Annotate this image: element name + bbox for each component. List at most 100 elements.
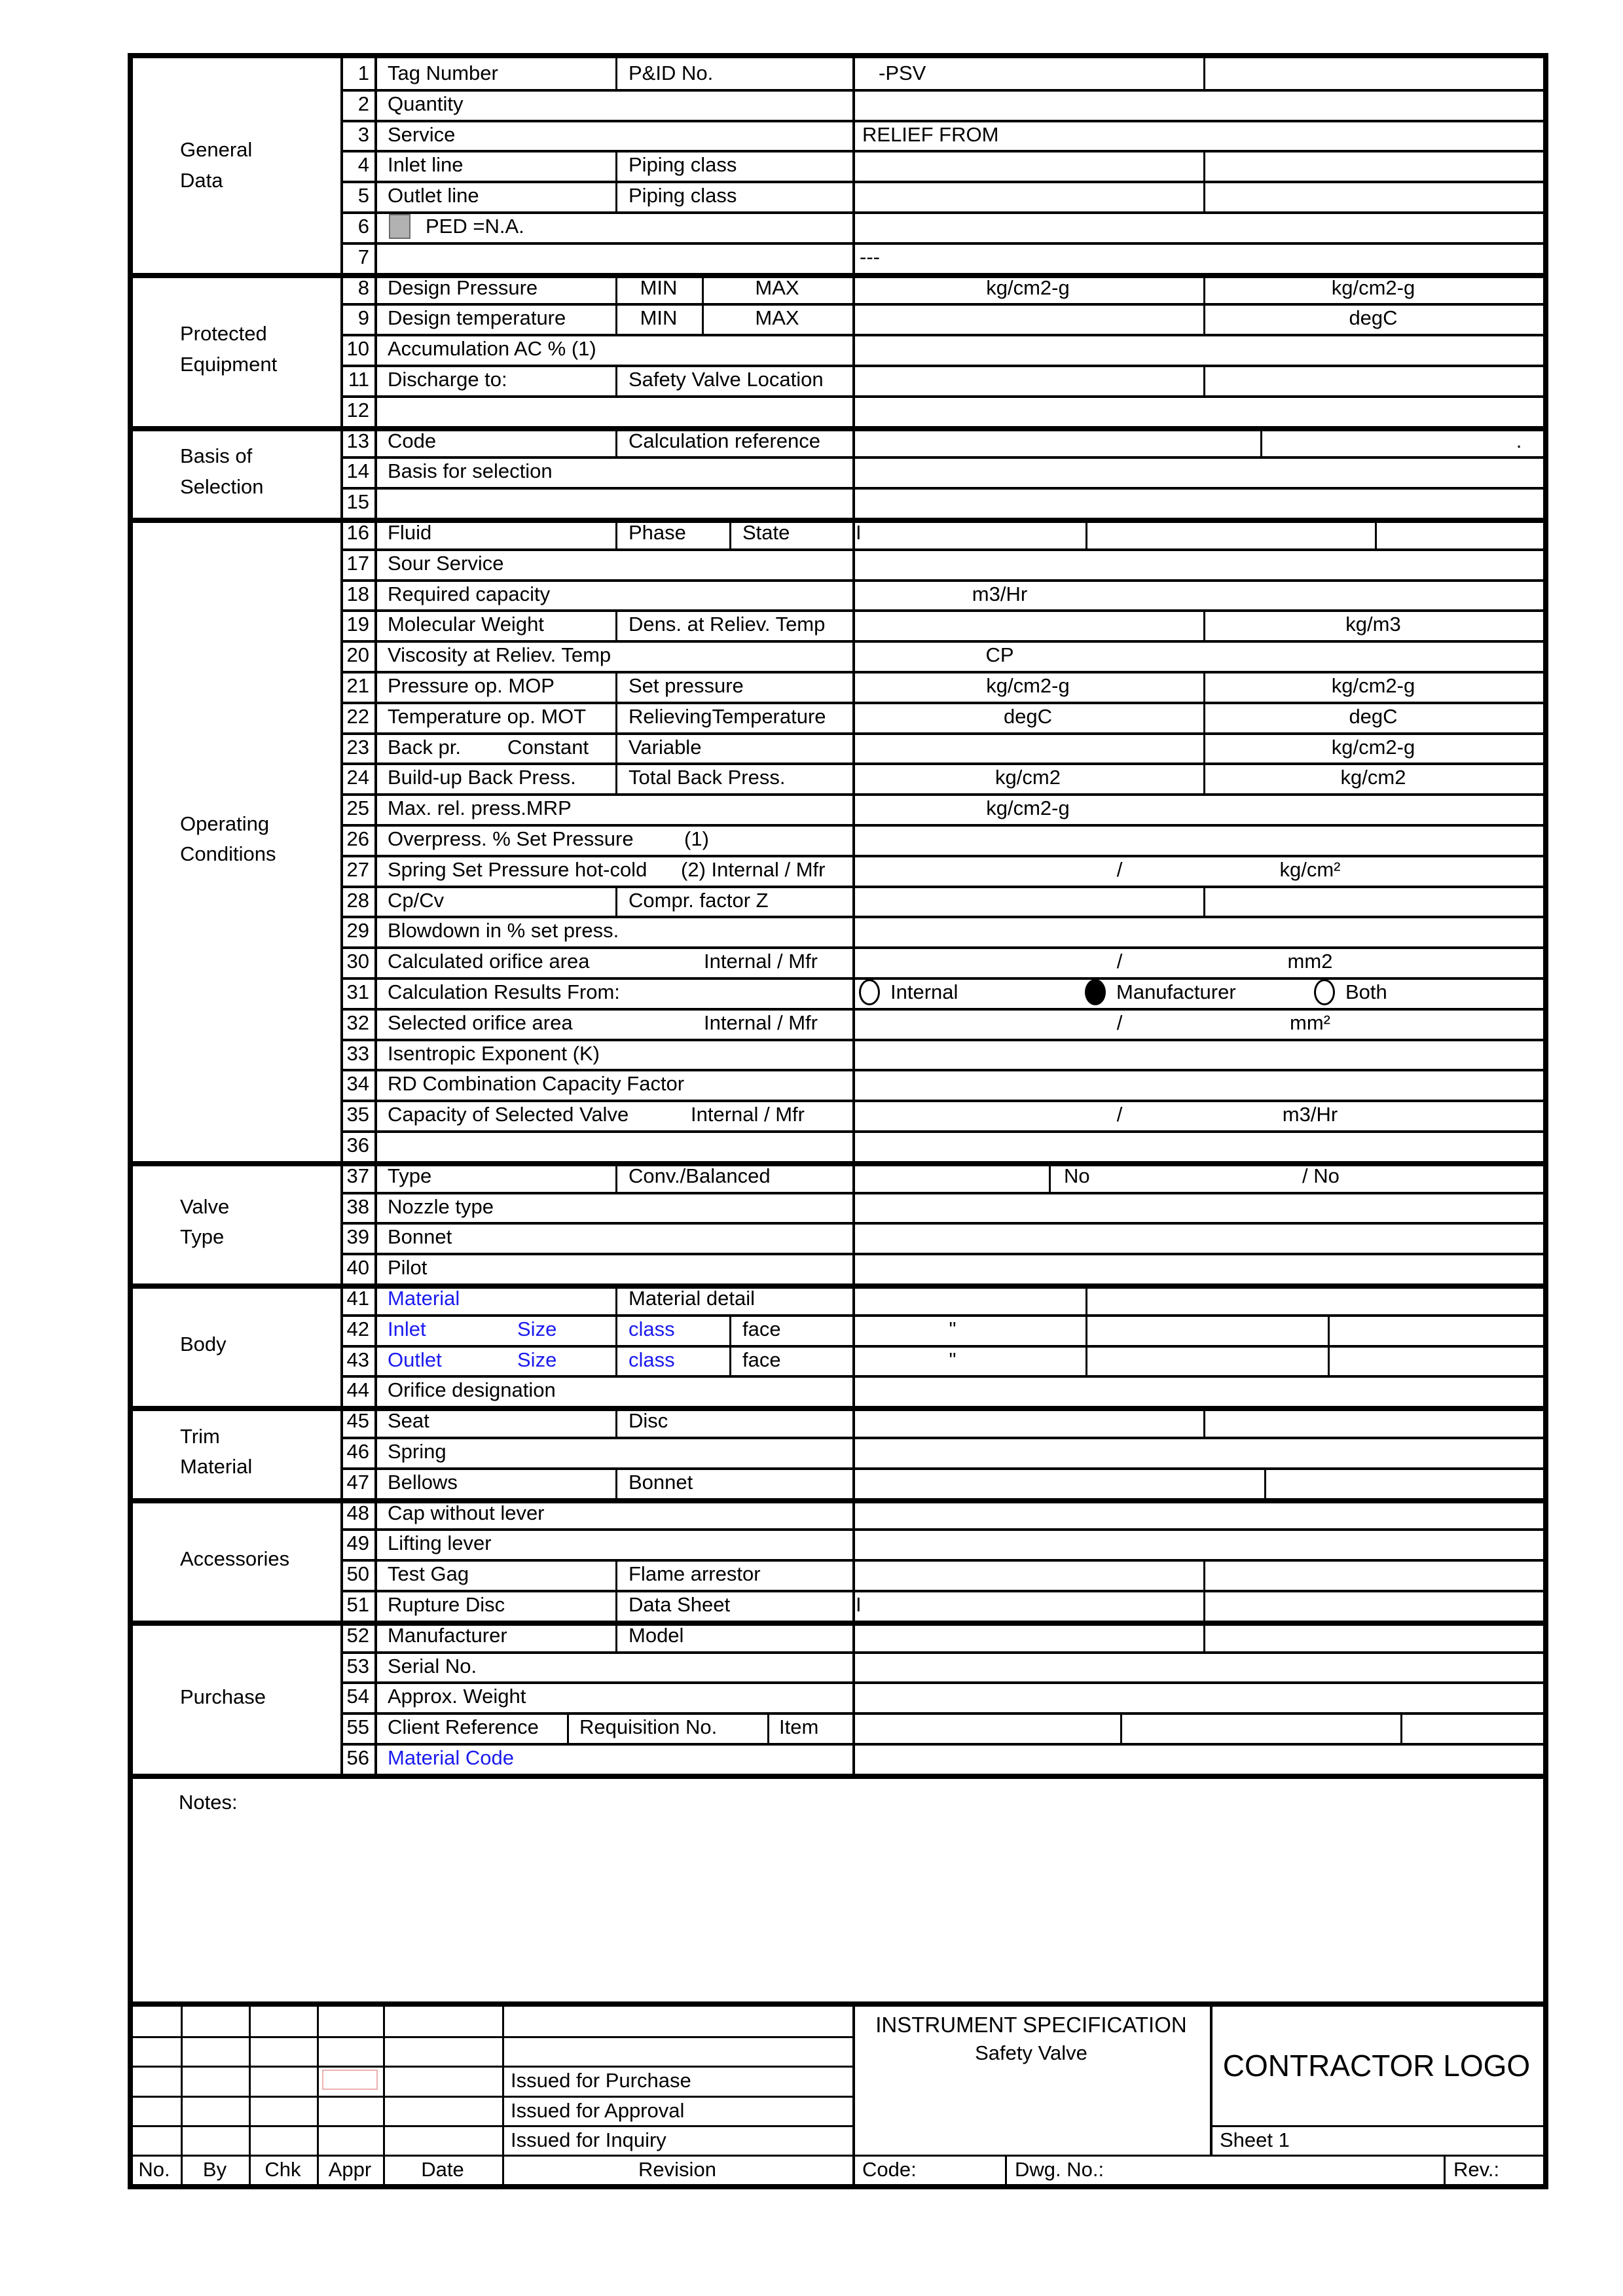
cell-divider [729,518,731,548]
radio-label-both: Both [1345,980,1387,1003]
row-line [340,548,1543,551]
field-label: Molecular Weight [388,613,544,636]
section-break-line [128,1620,1543,1626]
field-label: Overpress. % Set Pressure [388,827,634,850]
row-number: 53 [346,1654,369,1677]
field-value: / [1116,950,1123,973]
field-label: Basis for selection [388,459,553,483]
cell-divider [1203,1620,1205,1651]
row-line [340,793,1543,797]
section-label-protected-equipment: Protected Equipment [180,322,278,376]
cell-divider [1264,1467,1266,1498]
section-label-operating-conditions: Operating Conditions [180,812,276,866]
row-line [340,1375,1543,1378]
row-line [340,671,1543,673]
cell-divider [702,303,704,334]
field-label: Bonnet [388,1225,452,1249]
row-number: 16 [346,521,369,544]
section-break-line [128,1406,1543,1412]
cell-divider [615,58,617,89]
row-number: 17 [346,551,369,575]
field-label: Design Pressure [388,276,538,299]
row-number: 47 [346,1470,369,1494]
field-label: MAX [755,306,799,330]
ped-checkbox[interactable] [389,214,410,240]
titleblock-top-line [128,2001,1543,2007]
revision-row-line [128,2036,852,2039]
row-line [340,1191,1543,1194]
field-value: --- [860,245,880,268]
row-number: 41 [346,1287,369,1310]
radio-both[interactable] [1314,979,1335,1005]
field-value: I [856,521,862,544]
field-label: Calculation reference [629,429,820,452]
cell-divider [615,1314,617,1345]
field-label: Accumulation AC % (1) [388,337,596,361]
row-line [340,242,1543,245]
cell-divider [1203,365,1205,395]
field-label: Disc [629,1409,668,1433]
row-line [340,334,1543,337]
row-number: 26 [346,827,369,850]
revision-header-revision: Revision [638,2157,716,2181]
cell-divider [615,1283,617,1314]
row-line [340,824,1543,827]
row-number: 24 [346,766,369,789]
cell-divider [615,1559,617,1590]
row-number: 22 [346,704,369,728]
cell-divider [615,425,617,457]
field-value: kg/cm2 [995,766,1061,789]
field-label: class [629,1317,675,1340]
field-label: Back pr. [388,735,461,759]
row-line [340,456,1543,459]
row-line [340,303,1543,306]
field-label: State [742,521,790,544]
field-label: Selected orifice area [388,1011,573,1034]
rev-label: Rev.: [1453,2157,1500,2181]
revision-header-by: By [202,2157,227,2181]
logo-cell-divider [1210,2007,1213,2155]
row-number: 54 [346,1685,369,1708]
radio-internal[interactable] [859,979,880,1005]
row-number: 49 [346,1532,369,1555]
row-line [340,1100,1543,1103]
row-number: 18 [346,582,369,605]
cell-divider [615,150,617,181]
field-label: Inlet [388,1317,426,1340]
sheet-number: Sheet 1 [1220,2128,1290,2151]
field-label: Phase [629,521,686,544]
code-label: Code: [862,2157,917,2181]
row-line [340,609,1543,613]
field-label: PED =N.A. [426,215,524,238]
radio-manufacturer-selected[interactable] [1085,979,1106,1005]
field-label: Quantity [388,92,464,115]
revision-row-line [128,2066,852,2068]
field-label: Viscosity at Reliev. Temp [388,643,611,667]
field-value: No [1064,1164,1090,1187]
field-value: . [1516,429,1522,452]
cell-divider [1203,609,1205,641]
row-number: 44 [346,1378,369,1402]
cell-divider [615,181,617,211]
row-line [340,885,1543,888]
document-subtitle: Safety Valve [975,2041,1087,2064]
cell-divider [729,1314,731,1345]
field-value: degC [1003,704,1053,728]
cell-divider [1203,1590,1205,1621]
row-number: 3 [357,122,369,146]
section-break-line [128,272,1543,278]
field-label: Client Reference [388,1715,539,1739]
section-break-line [128,1773,1543,1779]
field-label: Size [517,1348,557,1371]
field-label: RD Combination Capacity Factor [388,1072,685,1096]
field-value: " [949,1317,957,1340]
revision-row-line [128,2125,852,2127]
row-number: 6 [357,215,369,238]
row-line [340,487,1543,490]
field-label: Approx. Weight [388,1685,526,1708]
row-number: 29 [346,919,369,942]
field-value: kg/cm² [1279,857,1341,881]
cell-divider [1203,303,1205,334]
revision-header-no: No. [138,2157,170,2181]
row-number: 40 [346,1256,369,1280]
